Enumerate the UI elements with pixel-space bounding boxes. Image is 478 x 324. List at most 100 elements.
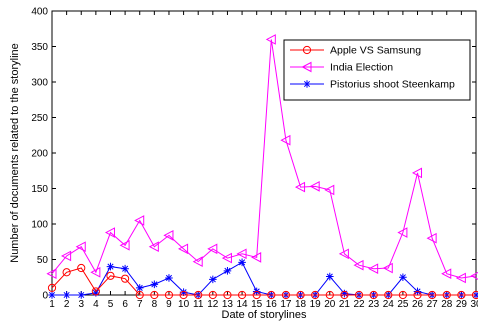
data-point bbox=[354, 290, 364, 300]
data-point bbox=[267, 290, 276, 300]
data-point bbox=[92, 289, 100, 297]
x-tick-label: 4 bbox=[93, 299, 99, 310]
data-point bbox=[106, 262, 115, 271]
y-tick-label: 250 bbox=[31, 113, 48, 124]
y-tick-label: 350 bbox=[31, 42, 48, 53]
y-tick-label: 50 bbox=[37, 255, 49, 266]
data-point bbox=[236, 248, 247, 260]
data-point bbox=[296, 290, 305, 300]
data-point bbox=[106, 271, 115, 280]
data-point bbox=[399, 273, 407, 282]
data-point bbox=[46, 268, 57, 280]
data-point bbox=[179, 288, 188, 296]
data-point bbox=[470, 271, 478, 280]
data-point bbox=[397, 227, 408, 238]
y-tick-label: 150 bbox=[31, 184, 48, 195]
x-tick-label: 13 bbox=[222, 299, 234, 310]
data-point bbox=[237, 290, 247, 300]
y-tick-label: 400 bbox=[31, 7, 48, 18]
data-point bbox=[75, 241, 86, 253]
data-point bbox=[294, 181, 306, 193]
series-layer bbox=[46, 34, 478, 300]
axis-ticks: 1 2 3 4 5 6 7 8 9 10 11 12 13 14 15 16 17 18 19 20 21 22 23 24 2… bbox=[31, 7, 478, 311]
data-point bbox=[121, 274, 130, 283]
data-point bbox=[194, 290, 203, 300]
x-tick-label: 8 bbox=[152, 299, 158, 310]
data-point bbox=[77, 291, 86, 299]
x-tick-label: 30 bbox=[470, 299, 478, 310]
data-point bbox=[441, 268, 452, 280]
data-point bbox=[382, 262, 393, 274]
data-point bbox=[309, 181, 320, 192]
data-point bbox=[48, 291, 56, 299]
series-0 bbox=[47, 263, 478, 300]
data-point bbox=[135, 284, 144, 292]
data-point bbox=[119, 239, 130, 251]
legend-marker bbox=[302, 45, 312, 55]
data-point bbox=[311, 290, 320, 300]
data-point bbox=[442, 290, 451, 300]
data-point bbox=[426, 232, 437, 244]
data-point bbox=[324, 184, 335, 196]
legend-label: India Election bbox=[330, 62, 393, 74]
x-tick-label: 25 bbox=[397, 299, 409, 310]
data-point bbox=[179, 290, 188, 300]
data-point bbox=[384, 290, 393, 300]
x-tick-label: 7 bbox=[137, 299, 143, 310]
x-tick-label: 3 bbox=[78, 299, 84, 310]
data-point bbox=[340, 290, 349, 300]
data-point bbox=[223, 267, 232, 275]
x-tick-label: 14 bbox=[237, 299, 249, 310]
legend-label: Pistorius shoot Steenkamp bbox=[330, 79, 455, 91]
data-point bbox=[121, 264, 129, 273]
y-tick-label: 0 bbox=[42, 291, 48, 302]
x-tick-label: 28 bbox=[441, 299, 453, 310]
data-point bbox=[135, 290, 144, 300]
data-point bbox=[61, 250, 72, 262]
data-point bbox=[77, 263, 86, 273]
data-point bbox=[164, 290, 174, 300]
x-tick-label: 10 bbox=[178, 299, 190, 310]
x-tick-label: 21 bbox=[339, 299, 351, 310]
x-tick-label: 18 bbox=[295, 299, 307, 310]
data-point bbox=[411, 167, 423, 179]
x-tick-label: 9 bbox=[166, 299, 172, 310]
x-tick-label: 19 bbox=[310, 299, 322, 310]
data-point bbox=[192, 256, 203, 267]
data-point bbox=[325, 272, 334, 281]
x-tick-label: 29 bbox=[456, 299, 468, 310]
y-axis-label: Number of documents related to the story… bbox=[9, 43, 21, 263]
data-point bbox=[238, 258, 246, 267]
legend-marker bbox=[301, 61, 312, 73]
data-point bbox=[353, 259, 364, 271]
data-point bbox=[471, 290, 478, 300]
data-point bbox=[223, 290, 232, 300]
data-point bbox=[148, 241, 159, 253]
data-point bbox=[207, 243, 218, 255]
x-tick-label: 5 bbox=[108, 299, 114, 310]
data-point bbox=[62, 268, 71, 277]
x-tick-label: 20 bbox=[324, 299, 336, 310]
x-tick-label: 12 bbox=[207, 299, 219, 310]
series-1 bbox=[46, 34, 478, 284]
x-tick-label: 17 bbox=[280, 299, 292, 310]
x-tick-label: 1 bbox=[49, 299, 55, 310]
x-tick-label: 15 bbox=[251, 299, 263, 310]
data-point bbox=[280, 134, 291, 146]
data-point bbox=[368, 263, 379, 275]
x-tick-label: 2 bbox=[64, 299, 70, 310]
x-tick-label: 24 bbox=[383, 299, 395, 310]
data-point bbox=[165, 274, 173, 282]
series-line bbox=[51, 39, 477, 279]
data-point bbox=[413, 290, 422, 300]
y-tick-label: 200 bbox=[31, 149, 48, 160]
x-tick-label: 6 bbox=[122, 299, 128, 310]
data-point bbox=[178, 243, 189, 255]
data-point bbox=[281, 290, 291, 300]
data-point bbox=[47, 283, 57, 292]
x-tick-label: 22 bbox=[353, 299, 365, 310]
data-point bbox=[90, 266, 101, 278]
data-point bbox=[338, 248, 349, 260]
data-point bbox=[325, 290, 334, 300]
